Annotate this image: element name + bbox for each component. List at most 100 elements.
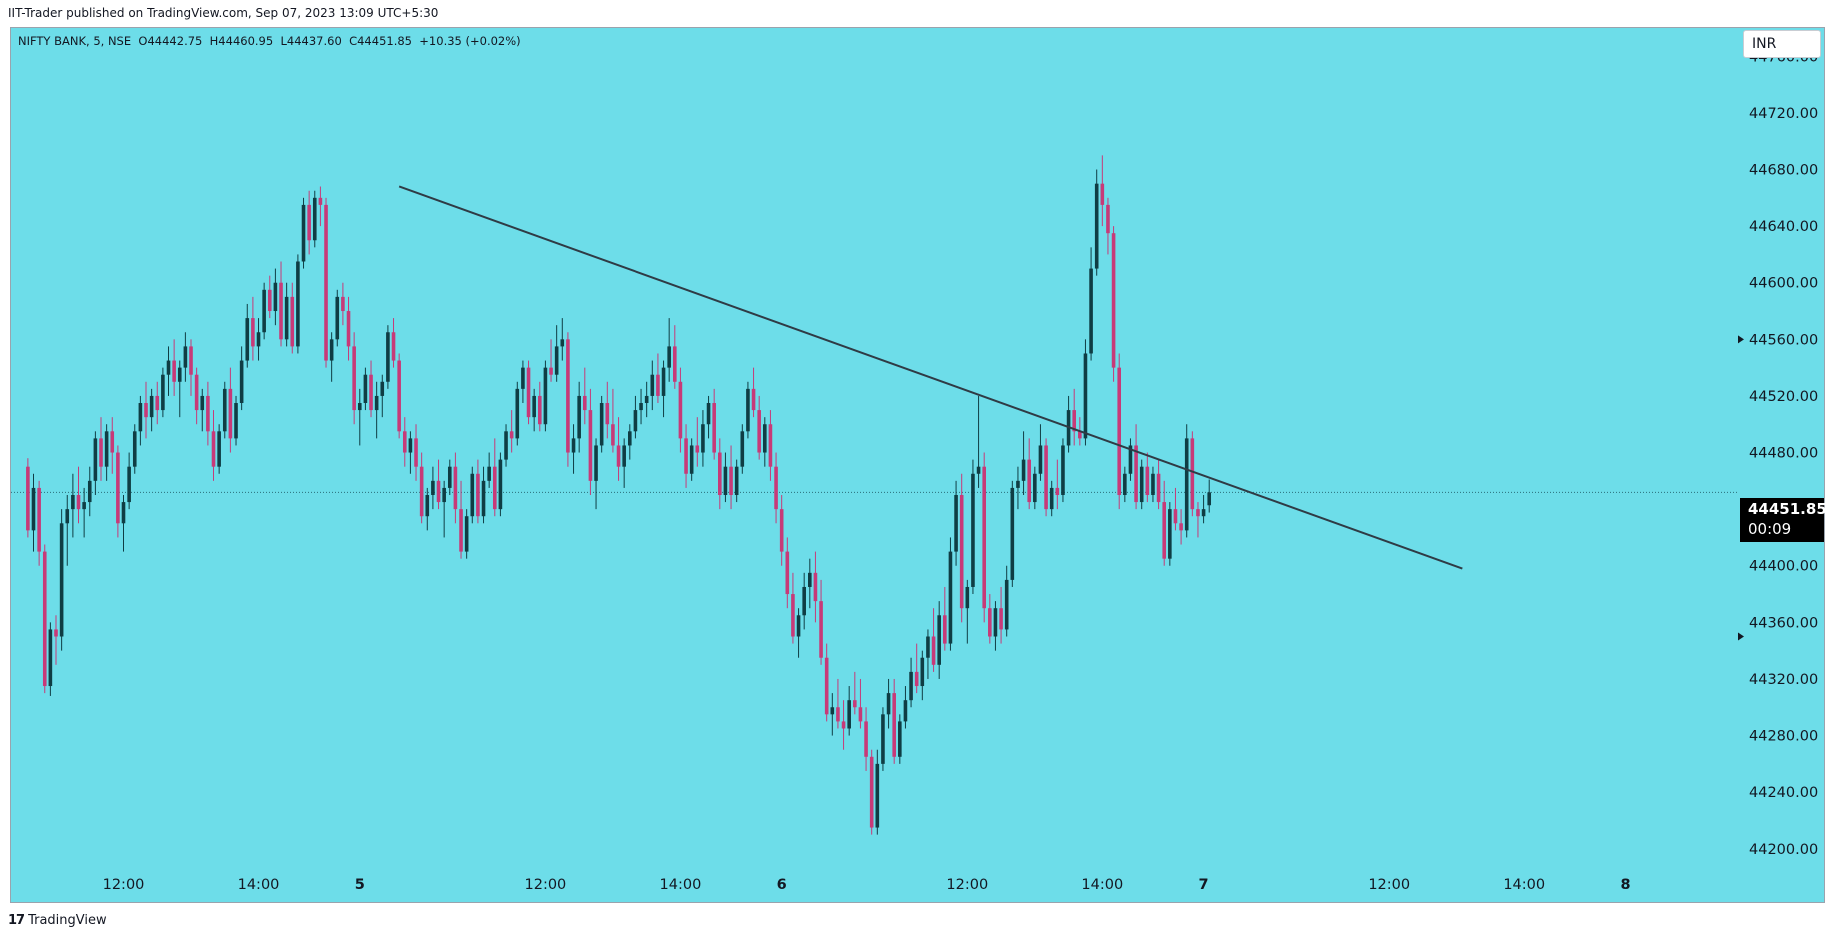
time-tick-label: 7 [1199,877,1209,893]
candle-body [1016,480,1020,488]
candle [391,318,396,368]
candle [1145,452,1150,503]
candle [397,353,401,439]
candle-body [245,318,250,361]
candle-body [1139,466,1144,503]
candle-body [1173,509,1178,524]
candle-body [976,466,981,474]
candle-body [312,197,317,241]
candle [166,346,171,396]
candle [374,381,379,439]
candle [346,296,351,361]
price-tick-label: 44520.00 [1749,389,1818,405]
candle-body [144,403,148,418]
candle [988,594,992,644]
tradingview-footer[interactable]: 17 TradingView [8,913,107,928]
candle-body [464,516,469,552]
candle [892,678,896,764]
candle [363,367,368,411]
candle-body [954,494,958,552]
candle [841,700,846,750]
trendline-layer [398,185,1463,570]
price-tick-label: 44280.00 [1749,729,1818,745]
candle [42,544,47,694]
candle [301,197,306,269]
candle-body [476,473,480,517]
candle-body [959,494,964,609]
candle-body [1100,183,1105,205]
candle [847,686,851,736]
currency-button[interactable]: INR [1743,30,1821,58]
candle [599,395,604,453]
chart-pane[interactable] [10,27,1825,903]
candle [104,424,109,481]
candle [1021,431,1026,495]
candle [948,537,953,651]
candle-body [1151,473,1155,495]
candle [959,473,964,623]
candle-body [1162,502,1167,559]
candle-body [492,466,497,510]
candle [481,466,486,524]
candle-body [661,367,666,396]
candle [369,360,373,418]
candle [532,388,536,432]
candle-body [48,629,53,687]
candle-body [1044,445,1048,510]
candle [1156,459,1161,510]
candle-body [881,714,885,764]
publish-caption: IIT-Trader published on TradingView.com,… [8,6,439,20]
price-tick-label: 44360.00 [1749,615,1818,631]
candle-body [746,388,750,432]
candle-body [734,466,739,495]
candle-body [701,424,705,453]
candle-body [937,615,941,665]
candle-body [920,657,925,687]
candle-body [442,487,446,503]
candle [144,381,148,439]
candle [774,452,778,524]
candle-body [1061,445,1065,495]
candle-body [791,594,795,637]
trendline [398,185,1463,570]
candle [1106,197,1110,255]
candle [296,254,300,354]
candle-body [76,494,81,510]
candle-body [869,756,874,828]
candle [408,431,413,474]
candle-body [1134,445,1138,503]
candle-body [374,395,379,411]
candle [864,707,868,771]
time-tick-label: 14:00 [1081,877,1123,893]
candle-body [971,473,975,587]
candle [768,410,773,481]
candle-body [59,523,64,637]
price-tick-label: 44600.00 [1749,276,1818,292]
candle [661,360,666,418]
candle [1072,388,1077,446]
candle-body [419,466,424,517]
price-tick-label: 44200.00 [1749,842,1818,858]
candle-body [509,431,514,439]
candle [526,360,531,425]
candle [155,381,160,425]
candle-body [875,763,880,828]
candle [672,325,677,389]
candle-body [1033,473,1037,503]
candle-body [1207,492,1212,506]
candle [1016,466,1020,510]
candle-body [329,339,334,361]
candle-body [87,480,92,503]
candle [251,296,255,361]
candle-body [189,346,193,375]
candle-body [785,551,790,595]
candle-body [284,296,289,340]
candle [627,424,632,460]
candle-body [909,671,913,701]
candle [521,360,525,404]
candle [172,339,176,396]
candle-body [37,487,41,552]
candle [1201,494,1206,524]
candle [785,537,790,609]
